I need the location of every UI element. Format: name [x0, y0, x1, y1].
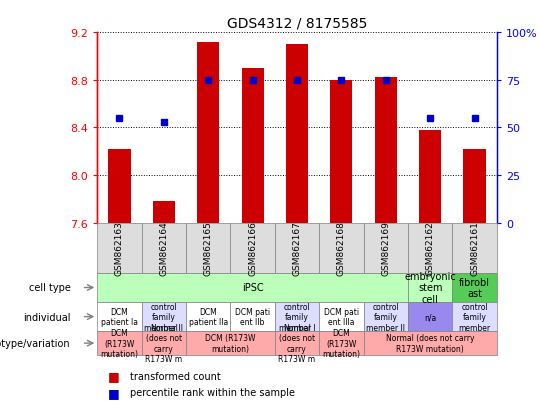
Text: Normal (does not carry
R173W mutation): Normal (does not carry R173W mutation): [386, 334, 475, 353]
Bar: [141, 331, 186, 355]
Text: DCM
patient Ia: DCM patient Ia: [101, 307, 138, 327]
Bar: [97, 273, 408, 302]
Bar: [319, 302, 363, 331]
Text: GSM862166: GSM862166: [248, 221, 257, 275]
Text: genotype/variation: genotype/variation: [0, 338, 71, 348]
Bar: [453, 302, 497, 331]
Text: Normal
(does not
carry
R173W m: Normal (does not carry R173W m: [279, 323, 315, 363]
Bar: [197, 43, 219, 223]
Bar: [319, 331, 363, 355]
Bar: [453, 223, 497, 273]
Bar: [97, 331, 141, 355]
Text: embryonic
stem
cell: embryonic stem cell: [404, 271, 456, 304]
Text: control
family
member I: control family member I: [279, 302, 315, 332]
Bar: [141, 302, 186, 331]
Text: GSM862168: GSM862168: [337, 221, 346, 275]
Text: DCM (R173W
mutation): DCM (R173W mutation): [205, 334, 255, 353]
Bar: [109, 150, 131, 223]
Text: individual: individual: [23, 312, 71, 322]
Bar: [97, 223, 141, 273]
Text: transformed count: transformed count: [130, 371, 220, 381]
Text: Normal
(does not
carry
R173W m: Normal (does not carry R173W m: [145, 323, 183, 363]
Text: DCM
patient IIa: DCM patient IIa: [188, 307, 228, 327]
Text: GSM862163: GSM862163: [115, 221, 124, 275]
Text: n/a: n/a: [424, 312, 436, 321]
Bar: [153, 202, 175, 223]
Bar: [186, 223, 231, 273]
Bar: [363, 302, 408, 331]
Text: GSM862169: GSM862169: [381, 221, 390, 275]
Text: control
family
member: control family member: [458, 302, 491, 332]
Text: ■: ■: [108, 386, 120, 399]
Text: control
family
member II: control family member II: [366, 302, 406, 332]
Title: GDS4312 / 8175585: GDS4312 / 8175585: [227, 17, 367, 31]
Text: GSM862164: GSM862164: [159, 221, 168, 275]
Bar: [408, 302, 453, 331]
Bar: [241, 69, 264, 223]
Text: cell type: cell type: [29, 283, 71, 293]
Bar: [275, 302, 319, 331]
Bar: [453, 273, 497, 302]
Bar: [286, 45, 308, 223]
Text: DCM pati
ent IIIa: DCM pati ent IIIa: [324, 307, 359, 327]
Bar: [141, 223, 186, 273]
Bar: [375, 78, 397, 223]
Text: GSM862162: GSM862162: [426, 221, 435, 275]
Bar: [319, 223, 363, 273]
Bar: [363, 223, 408, 273]
Text: DCM
(R173W
mutation): DCM (R173W mutation): [100, 328, 138, 358]
Bar: [408, 273, 453, 302]
Bar: [186, 302, 231, 331]
Text: control
family
member II: control family member II: [144, 302, 183, 332]
Text: percentile rank within the sample: percentile rank within the sample: [130, 387, 295, 397]
Text: iPSC: iPSC: [242, 283, 264, 293]
Text: GSM862165: GSM862165: [204, 221, 213, 275]
Bar: [463, 150, 485, 223]
Bar: [231, 223, 275, 273]
Text: fibrobl
ast: fibrobl ast: [459, 277, 490, 299]
Bar: [231, 302, 275, 331]
Bar: [275, 331, 319, 355]
Text: ■: ■: [108, 369, 120, 382]
Bar: [186, 331, 275, 355]
Bar: [419, 131, 441, 223]
Bar: [275, 223, 319, 273]
Text: GSM862167: GSM862167: [293, 221, 301, 275]
Text: DCM pati
ent IIb: DCM pati ent IIb: [235, 307, 270, 327]
Text: DCM
(R173W
mutation): DCM (R173W mutation): [322, 328, 360, 358]
Bar: [330, 81, 353, 223]
Bar: [408, 223, 453, 273]
Text: GSM862161: GSM862161: [470, 221, 479, 275]
Bar: [363, 331, 497, 355]
Bar: [97, 302, 141, 331]
